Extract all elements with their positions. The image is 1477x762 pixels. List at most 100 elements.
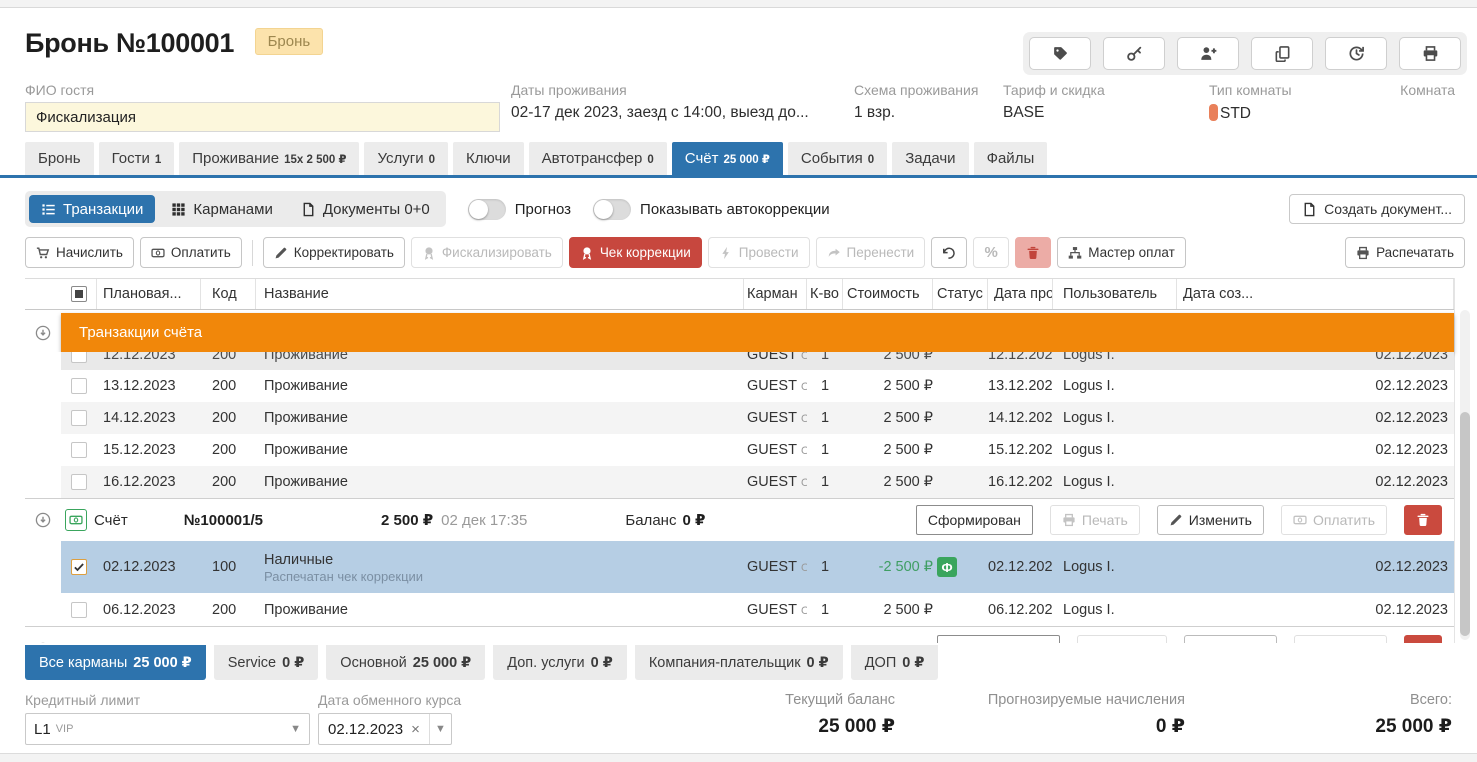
invoice-status-button[interactable]	[937, 635, 1060, 643]
row-checkbox-checked[interactable]	[71, 559, 87, 575]
col-name[interactable]: Название	[256, 279, 744, 309]
correct-button[interactable]: Корректировать	[262, 237, 405, 268]
col-code[interactable]: Код	[201, 279, 256, 309]
credit-limit-select[interactable]: L1 VIP ▼	[25, 713, 310, 745]
row-checkbox[interactable]	[71, 474, 87, 490]
table-row[interactable]: 13.12.2023 200 Проживание GUESTОсн 1 2 5…	[25, 370, 1454, 402]
forecast-charges: Прогнозируемые начисления 0 ₽	[988, 692, 1185, 738]
col-pocket[interactable]: Карман	[744, 279, 807, 309]
tab-stay[interactable]: Проживание 15x 2 500 ₽	[179, 142, 360, 175]
row-checkbox[interactable]	[71, 601, 87, 618]
pocket-tab-extra-services[interactable]: Доп. услуги 0 ₽	[493, 645, 627, 680]
pocket-tab-all[interactable]: Все карманы 25 000 ₽	[25, 645, 206, 680]
delete-button[interactable]	[1015, 237, 1052, 268]
table-row-selected[interactable]: 02.12.2023 100 Наличные Распечатан чек к…	[25, 541, 1454, 593]
pocket-tab-company-payer[interactable]: Компания-плательщик 0 ₽	[634, 645, 843, 680]
charge-button[interactable]: Начислить	[25, 237, 134, 268]
payment-master-button[interactable]: Мастер оплат	[1057, 237, 1186, 268]
col-op-date[interactable]: Дата про...	[988, 279, 1053, 309]
view-pockets[interactable]: Карманами	[159, 195, 284, 223]
table-row[interactable]: 16.12.2023 200 Проживание GUESTОсн 1 2 5…	[25, 466, 1454, 498]
credit-limit-field: Кредитный лимит L1 VIP ▼	[25, 692, 310, 745]
group-title-bar[interactable]: Транзакции счёта	[61, 313, 1454, 352]
invoice-pay-button[interactable]: Оплатить	[1280, 505, 1387, 535]
tab-events[interactable]: События 0	[787, 142, 888, 175]
fiscalize-button[interactable]: Фискализировать	[410, 237, 563, 268]
table-row[interactable]: 06.12.2023 200 Проживание GUESTОсн 1 2 5…	[25, 593, 1454, 626]
collapse-arrow-icon[interactable]	[35, 512, 51, 528]
row-checkbox[interactable]	[71, 410, 87, 426]
tab-files[interactable]: Файлы	[973, 142, 1048, 175]
invoice-pay-button[interactable]	[1294, 635, 1387, 643]
scrollbar-thumb[interactable]	[1460, 412, 1470, 636]
exchange-date-input[interactable]: 02.12.2023 × ▼	[318, 713, 452, 745]
transactions-group-row[interactable]: Транзакции счёта	[25, 313, 1454, 352]
pocket-tab-service[interactable]: Service 0 ₽	[213, 645, 319, 680]
pocket-tabs: Все карманы 25 000 ₽ Service 0 ₽ Основной 2…	[0, 645, 1477, 680]
copy-button[interactable]	[1251, 37, 1313, 70]
print-icon	[1422, 45, 1439, 62]
col-user[interactable]: Пользователь	[1053, 279, 1177, 309]
select-all-checkbox[interactable]	[70, 286, 87, 302]
forecast-toggle[interactable]	[467, 198, 506, 220]
print-list-button[interactable]: Распечатать	[1345, 237, 1465, 268]
table-row[interactable]: 12.12.2023 200 Проживание GUESTОсн 1 2 5…	[25, 352, 1454, 370]
col-status[interactable]: Статус	[933, 279, 988, 309]
history-button[interactable]	[1325, 37, 1387, 70]
view-transactions[interactable]: Транзакции	[29, 195, 156, 223]
percent-button[interactable]: %	[973, 237, 1010, 268]
cart-icon	[36, 246, 50, 260]
invoice-delete-button[interactable]	[1404, 505, 1442, 535]
tab-services[interactable]: Услуги 0	[364, 142, 449, 175]
invoice-section-row[interactable]: Счёт №100001/5 2 500 ₽ 02 дек 17:35 Бала…	[25, 498, 1454, 541]
col-created[interactable]: Дата соз...	[1177, 279, 1454, 309]
row-checkbox[interactable]	[71, 378, 87, 394]
view-documents[interactable]: Документы 0+0	[289, 195, 442, 223]
print-icon	[1356, 246, 1370, 260]
cell-user: Logus I.	[1063, 474, 1115, 490]
vertical-scrollbar[interactable]	[1460, 310, 1470, 640]
invoice-delete-button[interactable]	[1404, 635, 1442, 643]
cash-icon	[151, 246, 165, 260]
add-guest-button[interactable]	[1177, 37, 1239, 70]
tab-booking[interactable]: Бронь	[25, 142, 94, 175]
tab-invoice[interactable]: Счёт 25 000 ₽	[671, 142, 783, 175]
clear-date-icon[interactable]: ×	[411, 720, 420, 738]
row-checkbox[interactable]	[71, 442, 87, 458]
pocket-tab-dop[interactable]: ДОП 0 ₽	[850, 645, 939, 680]
pocket-tab-main[interactable]: Основной 25 000 ₽	[326, 645, 486, 680]
invoice-edit-button[interactable]	[1184, 635, 1277, 643]
invoice-edit-button[interactable]: Изменить	[1156, 505, 1264, 535]
cell-created: 02.12.2023	[1375, 410, 1448, 426]
tab-transfer[interactable]: Автотрансфер 0	[528, 142, 667, 175]
col-cost[interactable]: Стоимость	[843, 279, 933, 309]
table-row[interactable]: 14.12.2023 200 Проживание GUESTОсн 1 2 5…	[25, 402, 1454, 434]
col-qty[interactable]: К-во	[807, 279, 843, 309]
tag-button[interactable]	[1029, 37, 1091, 70]
key-button[interactable]	[1103, 37, 1165, 70]
tab-guests[interactable]: Гости 1	[98, 142, 175, 175]
cell-pocket: GUESTОсн	[747, 442, 807, 458]
autocorrections-toggle[interactable]	[593, 198, 632, 220]
post-button[interactable]: Провести	[707, 237, 810, 268]
guest-name-input[interactable]	[25, 102, 500, 132]
col-planned-date[interactable]: Плановая...	[97, 279, 201, 309]
invoice-print-button[interactable]	[1077, 635, 1167, 643]
invoice-cash-icon	[65, 509, 87, 531]
correction-check-button[interactable]: Чек коррекции	[568, 237, 702, 268]
pay-button[interactable]: Оплатить	[139, 237, 242, 268]
tab-keys[interactable]: Ключи	[453, 142, 524, 175]
chevron-down-icon[interactable]: ▼	[429, 714, 451, 744]
row-checkbox[interactable]	[71, 352, 87, 363]
invoice-print-button[interactable]: Печать	[1049, 505, 1140, 535]
cell-code: 200	[212, 601, 237, 618]
collapse-arrow-icon[interactable]	[35, 325, 51, 341]
create-document-button[interactable]: Создать документ...	[1289, 194, 1465, 224]
footer: Кредитный лимит L1 VIP ▼ Дата обменного …	[0, 688, 1477, 762]
undo-button[interactable]	[931, 237, 968, 268]
transfer-button[interactable]: Перенести	[815, 237, 926, 268]
print-button[interactable]	[1399, 37, 1461, 70]
tab-tasks[interactable]: Задачи	[892, 142, 969, 175]
invoice-status-button[interactable]: Сформирован	[915, 505, 1033, 535]
table-row[interactable]: 15.12.2023 200 Проживание GUESTОсн 1 2 5…	[25, 434, 1454, 466]
